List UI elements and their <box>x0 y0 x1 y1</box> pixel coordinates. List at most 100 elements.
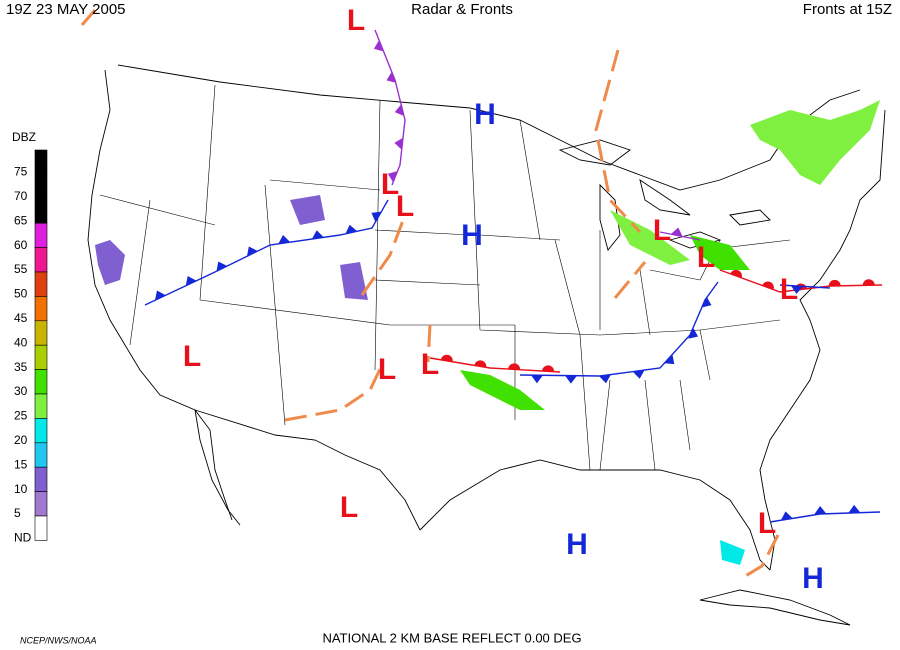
front-symbol <box>387 171 398 183</box>
low-center: L <box>378 353 396 386</box>
legend-label: ND <box>14 531 32 545</box>
radar-echo <box>610 210 690 265</box>
high-center: H <box>566 528 588 561</box>
legend-swatch <box>34 198 48 224</box>
high-center: H <box>474 98 496 131</box>
low-center: L <box>340 491 358 524</box>
front-symbol <box>862 279 875 286</box>
legend-swatch <box>34 491 48 517</box>
front-symbol <box>278 235 291 244</box>
fronts <box>144 29 883 523</box>
front-symbol <box>632 370 645 379</box>
front-symbol <box>670 227 683 237</box>
front-symbol <box>246 246 258 257</box>
radar-echo <box>720 540 745 565</box>
trough <box>426 324 432 363</box>
front-symbol <box>345 224 358 234</box>
legend-label: 50 <box>14 287 28 301</box>
front-symbol <box>730 269 742 278</box>
troughs <box>80 9 780 580</box>
legend-label: 20 <box>14 433 28 447</box>
legend-label: 75 <box>14 165 28 179</box>
trough <box>360 214 407 296</box>
front-line <box>429 357 561 373</box>
front-symbol <box>701 296 712 308</box>
low-center: L <box>381 168 399 201</box>
map-outlines <box>87 64 886 626</box>
legend-swatch <box>34 369 48 395</box>
front-line <box>659 231 701 241</box>
gulf-coast <box>419 459 771 571</box>
front-symbol <box>530 375 543 384</box>
front-symbol <box>394 104 405 117</box>
fronts-time: Fronts at 15Z <box>803 1 892 18</box>
front-symbol <box>474 360 487 368</box>
low-center: L <box>396 190 414 223</box>
low-center: L <box>347 4 365 37</box>
front-line <box>779 284 831 289</box>
front-symbol <box>664 354 675 365</box>
legend-label: 70 <box>14 189 28 203</box>
legend-swatch <box>34 174 48 200</box>
low-center: L <box>780 273 798 306</box>
front-symbol <box>848 504 861 514</box>
front-symbol <box>814 505 827 515</box>
cuba <box>699 589 851 626</box>
legend-swatch <box>34 271 48 297</box>
radar-echo <box>95 240 125 285</box>
legend-label: 10 <box>14 482 28 496</box>
front-symbol <box>154 290 166 301</box>
pressure-centers: L L L H H L L L L L L L H L H <box>183 4 824 595</box>
low-center: L <box>758 507 776 540</box>
legend-label: 15 <box>14 457 28 471</box>
trough <box>741 534 780 580</box>
front-symbol <box>394 137 404 150</box>
front-symbol <box>440 354 453 362</box>
legend-label: 45 <box>14 311 28 325</box>
trough <box>80 9 97 26</box>
legend-label: 55 <box>14 262 28 276</box>
low-center: L <box>421 348 439 381</box>
front-line <box>374 29 406 186</box>
front-symbol <box>373 40 384 52</box>
legend-swatch <box>34 222 48 248</box>
low-center: L <box>183 340 201 373</box>
low-center: L <box>697 241 715 274</box>
legend-label: 35 <box>14 360 28 374</box>
radar-echo <box>750 100 880 185</box>
legend-swatch <box>34 247 48 273</box>
legend-label: 40 <box>14 335 28 349</box>
front-symbol <box>508 363 521 370</box>
legend-swatch <box>34 515 48 541</box>
legend-swatch <box>34 442 48 468</box>
legend-swatch <box>34 149 48 175</box>
legend-label: 25 <box>14 409 28 423</box>
mexico-border <box>194 409 421 531</box>
front-symbol <box>386 71 397 83</box>
trough <box>284 364 384 422</box>
front-symbol <box>599 374 611 384</box>
low-center: L <box>653 214 671 247</box>
coastline-west <box>87 69 233 521</box>
front-symbol <box>542 365 555 372</box>
legend-swatch <box>34 393 48 419</box>
front-symbol <box>762 281 774 290</box>
legend: DBZ 75 70 65 60 55 50 45 40 35 30 25 20 15 10 5 ND <box>12 130 48 545</box>
legend-label: 60 <box>14 238 28 252</box>
legend-swatch <box>34 418 48 444</box>
legend-title: DBZ <box>12 130 36 144</box>
legend-label: 65 <box>14 213 28 227</box>
radar-echoes <box>95 100 880 565</box>
atlantic-coast <box>759 109 886 571</box>
baja <box>194 409 241 526</box>
trough <box>613 261 647 299</box>
radar-echo <box>290 195 368 300</box>
front-symbol <box>688 327 699 339</box>
legend-label: 5 <box>14 506 21 520</box>
product-label: NATIONAL 2 KM BASE REFLECT 0.00 DEG <box>322 630 581 645</box>
front-symbol <box>371 211 382 223</box>
front-symbol <box>564 375 577 384</box>
credit: NCEP/NWS/NOAA <box>20 635 97 645</box>
front-symbol <box>185 276 197 286</box>
